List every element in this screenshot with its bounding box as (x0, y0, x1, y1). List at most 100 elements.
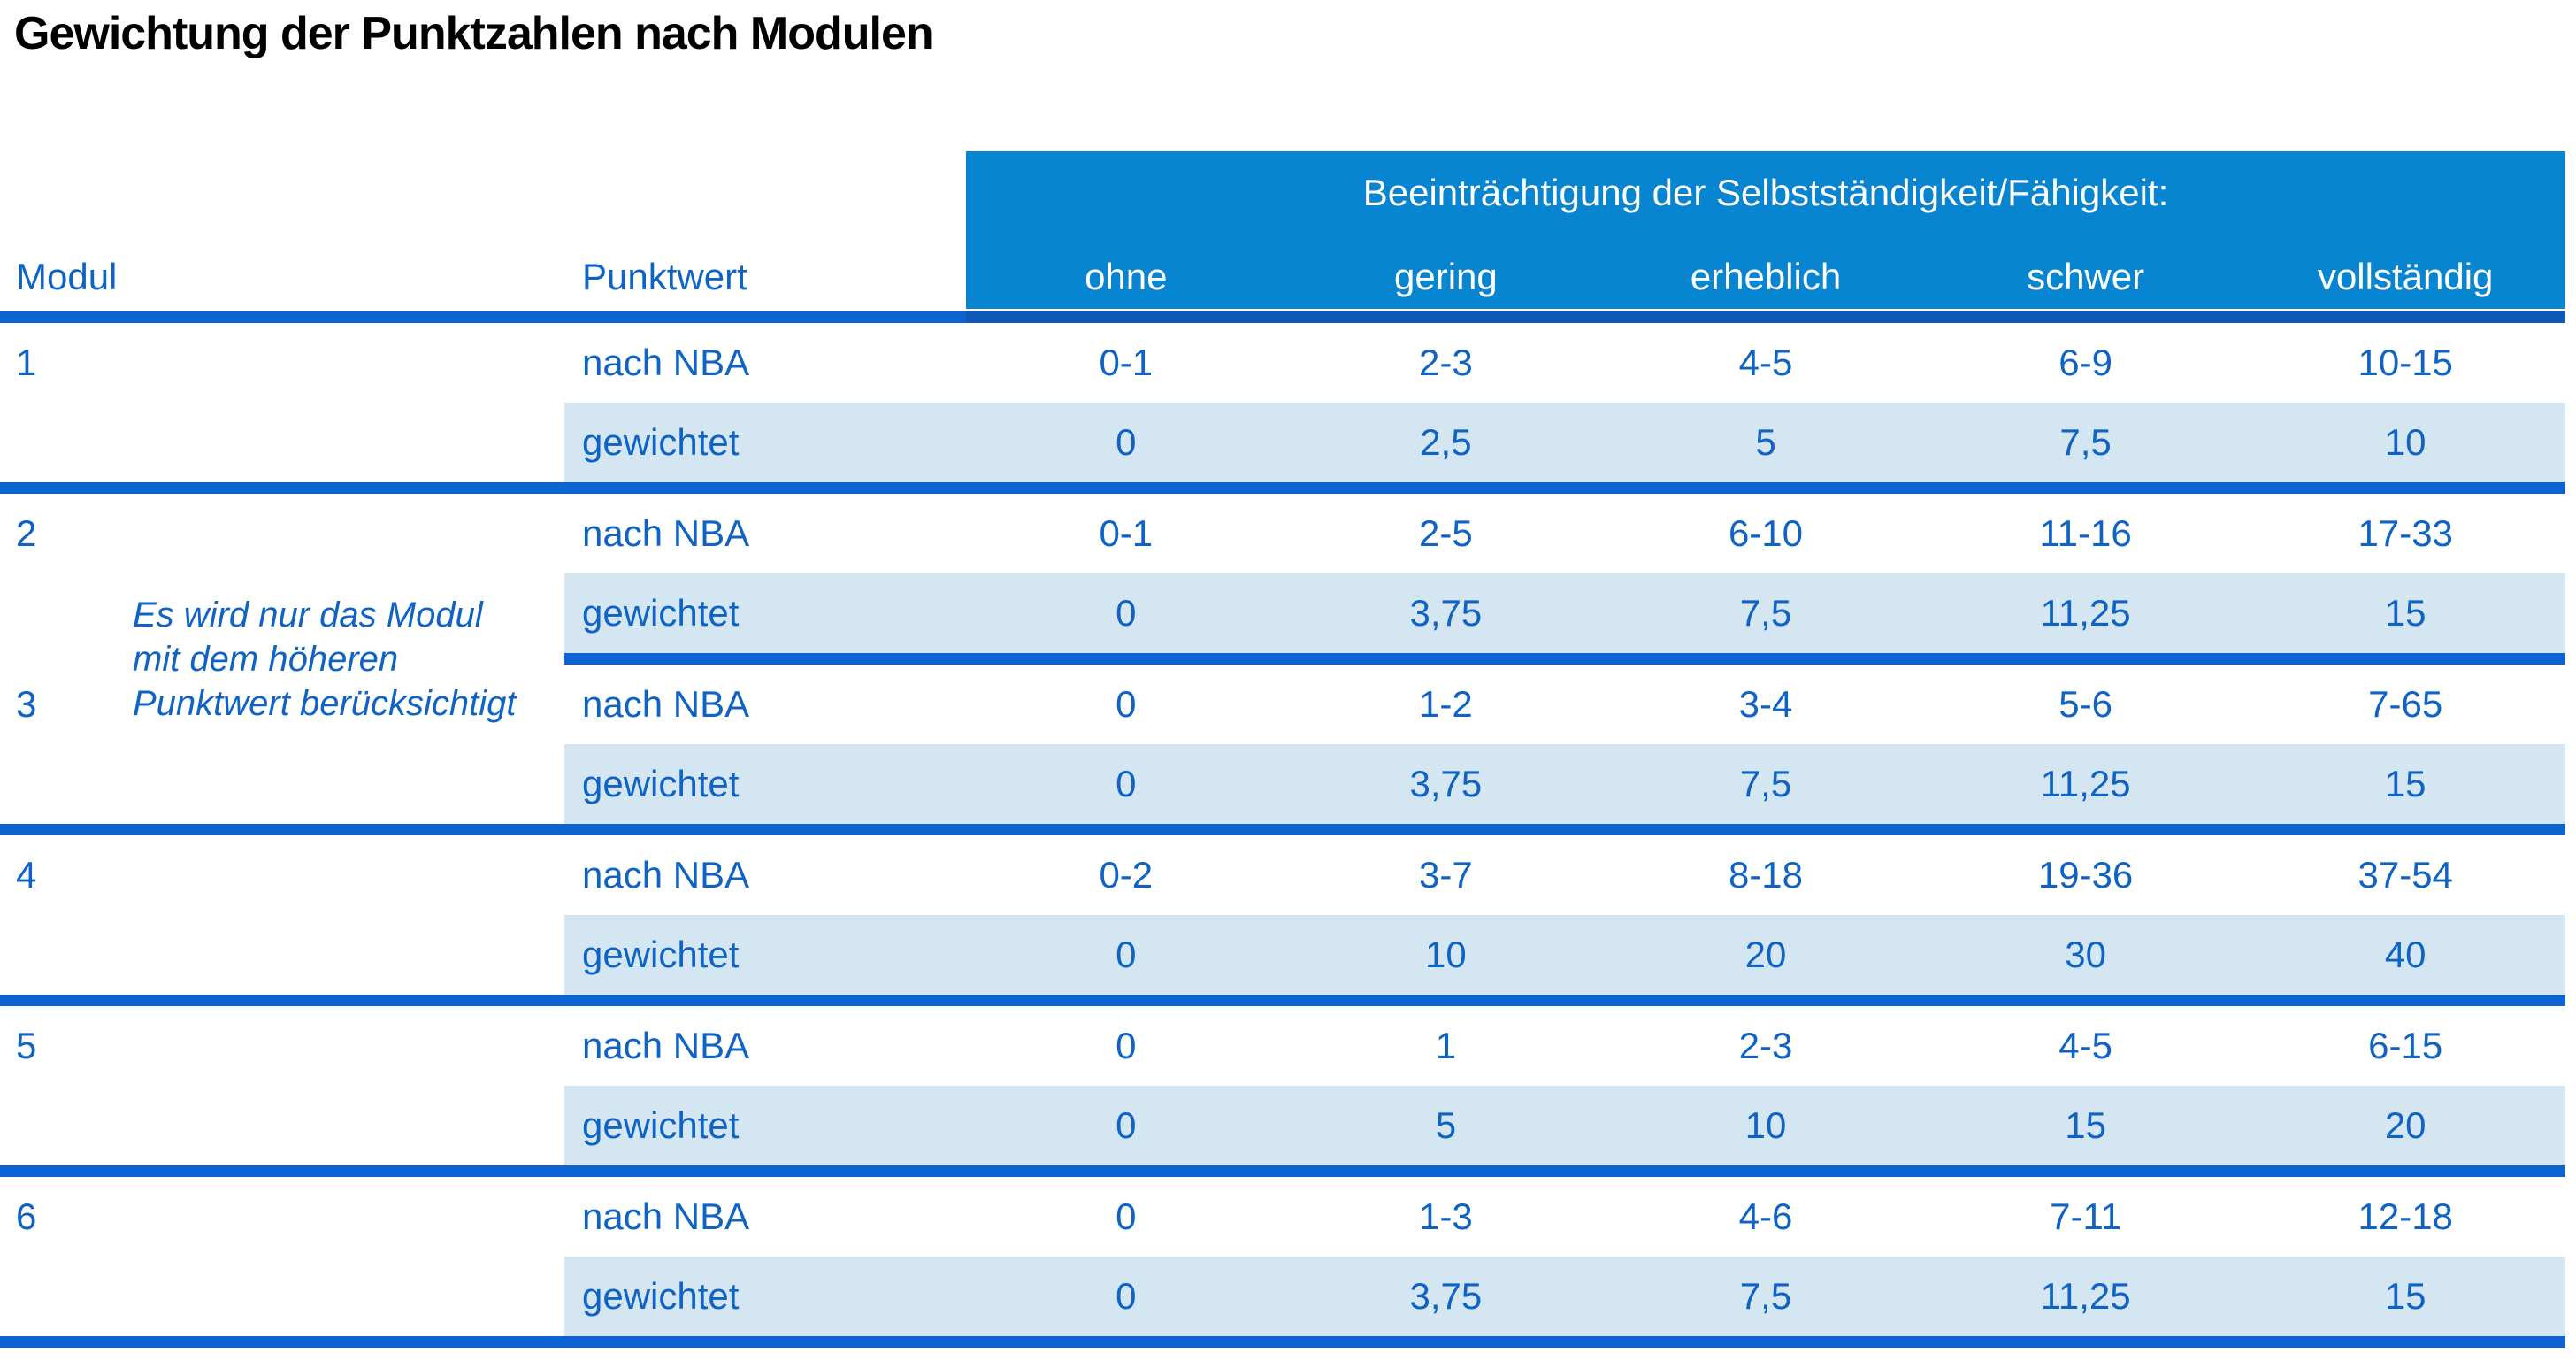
group-divider (0, 482, 2565, 494)
group-divider-partial (0, 653, 2565, 665)
score-cell: 2-3 (1419, 342, 1473, 383)
score-cell: 5 (1435, 1104, 1457, 1146)
row-label-weighted: gewichtet (582, 1275, 740, 1317)
score-cell: 7,5 (1739, 592, 1792, 634)
score-cell: 20 (1744, 934, 1787, 975)
module-number-empty (0, 915, 564, 995)
table-row-weighted: gewichtet 0 3,75 7,5 11,25 15 (0, 1257, 2565, 1336)
score-cell: 5 (1755, 421, 1776, 463)
row-label-weighted: gewichtet (582, 1104, 740, 1146)
module-number: 4 (16, 854, 37, 896)
column-header-vollstaendig: vollständig (2245, 235, 2565, 309)
score-cell: 7-11 (2050, 1196, 2122, 1237)
table-row-nba: 1 nach NBA 0-1 2-3 4-5 6-9 10-15 (0, 323, 2565, 403)
score-cell: 30 (2065, 934, 2106, 975)
weighted-band: gewichtet 0 3,75 7,5 11,25 15 (564, 1257, 2565, 1336)
score-cell: 37-54 (2358, 854, 2453, 896)
module-number: 3 (16, 683, 37, 725)
header-underline-right (966, 309, 2565, 323)
column-header-modul: Modul (0, 235, 564, 309)
score-cell: 3,75 (1409, 763, 1483, 804)
row-label-weighted: gewichtet (582, 421, 740, 463)
score-cell: 0 (1116, 1275, 1137, 1317)
table-row-weighted: gewichtet 0 5 10 15 20 (0, 1086, 2565, 1165)
score-cell: 10 (1744, 1104, 1787, 1146)
score-cell: 0-1 (1099, 342, 1154, 383)
column-header-punktwert: Punktwert (564, 235, 966, 309)
score-cell: 15 (2384, 763, 2426, 804)
score-cell: 2,5 (1420, 421, 1472, 463)
score-cell: 8-18 (1728, 854, 1804, 896)
module-number-empty (0, 1086, 564, 1165)
score-cell: 0 (1116, 683, 1137, 725)
score-cell: 7,5 (1739, 763, 1792, 804)
score-cell: 0 (1116, 1104, 1137, 1146)
module-number: 2 (16, 512, 37, 554)
column-header-ohne: ohne (966, 235, 1286, 309)
group-divider (0, 1165, 2565, 1177)
score-cell: 0 (1116, 1196, 1137, 1237)
score-cell: 11,25 (2040, 592, 2131, 634)
row-label-weighted: gewichtet (582, 763, 740, 804)
score-cell: 0 (1116, 592, 1137, 634)
module-group-2-3: 2 nach NBA 0-1 2-5 6-10 11-16 17-33 gewi… (0, 494, 2565, 835)
score-cell: 12-18 (2358, 1196, 2453, 1237)
score-cell: 6-10 (1728, 512, 1804, 554)
header-spacer (0, 151, 966, 235)
score-cell: 11-16 (2039, 512, 2132, 554)
score-cell: 0-2 (1099, 854, 1154, 896)
score-cell: 0 (1116, 1025, 1137, 1066)
score-cell: 10 (1425, 934, 1467, 975)
score-cell: 0 (1116, 763, 1137, 804)
divider-line (564, 653, 2565, 665)
column-header-schwer: schwer (1925, 235, 2246, 309)
row-label-weighted: gewichtet (582, 934, 740, 975)
header-underline-left (0, 309, 966, 323)
module-group-1: 1 nach NBA 0-1 2-3 4-5 6-9 10-15 gewicht… (0, 323, 2565, 494)
table-row-nba: 2 nach NBA 0-1 2-5 6-10 11-16 17-33 (0, 494, 2565, 573)
module-group-6: 6 nach NBA 0 1-3 4-6 7-11 12-18 gewichte… (0, 1177, 2565, 1348)
score-cell: 4-6 (1738, 1196, 1793, 1237)
score-cell: 40 (2384, 934, 2426, 975)
table-row-weighted: gewichtet 0 3,75 7,5 11,25 15 (0, 744, 2565, 824)
score-cell: 4-5 (1738, 342, 1793, 383)
score-cell: 20 (2384, 1104, 2426, 1146)
score-cell: 5-6 (2058, 683, 2112, 725)
module-number: 1 (16, 342, 37, 383)
score-cell: 0-1 (1099, 512, 1154, 554)
module-number-empty (0, 744, 564, 824)
score-cell: 19-36 (2037, 854, 2134, 896)
column-header-gering: gering (1285, 235, 1606, 309)
module-number-empty (0, 403, 564, 482)
score-cell: 11,25 (2040, 1275, 2131, 1317)
score-cell: 15 (2384, 592, 2426, 634)
score-cell: 1-3 (1419, 1196, 1473, 1237)
score-cell: 7,5 (2059, 421, 2112, 463)
weighting-table: Beeinträchtigung der Selbstständigkeit/F… (0, 151, 2565, 1348)
table-row-nba: 4 nach NBA 0-2 3-7 8-18 19-36 37-54 (0, 835, 2565, 915)
note-line: Es wird nur das Modul (133, 596, 483, 634)
score-cell: 1-2 (1419, 683, 1473, 725)
weighted-band: gewichtet 0 2,5 5 7,5 10 (564, 403, 2565, 482)
table-header-row-columns: Modul Punktwert ohne gering erheblich sc… (0, 235, 2565, 309)
table-row-weighted: gewichtet 0 3,75 7,5 11,25 15 (0, 573, 2565, 653)
weighted-band: gewichtet 0 3,75 7,5 11,25 15 (564, 573, 2565, 653)
module-note: Es wird nur das Modul mit dem höheren Pu… (133, 593, 517, 726)
table-row-weighted: gewichtet 0 10 20 30 40 (0, 915, 2565, 995)
group-divider (0, 824, 2565, 835)
score-cell: 6-9 (2058, 342, 2112, 383)
row-label-nba: nach NBA (582, 854, 750, 896)
score-cell: 3-7 (1419, 854, 1473, 896)
score-cell: 7-65 (2368, 683, 2443, 725)
row-label-nba: nach NBA (582, 512, 750, 554)
row-label-nba: nach NBA (582, 342, 750, 383)
header-underline (0, 309, 2565, 323)
score-cell: 6-15 (2368, 1025, 2443, 1066)
score-cell: 15 (2065, 1104, 2106, 1146)
module-number: 6 (16, 1196, 37, 1237)
score-cell: 1 (1435, 1025, 1457, 1066)
module-group-4: 4 nach NBA 0-2 3-7 8-18 19-36 37-54 gewi… (0, 835, 2565, 1006)
group-divider (0, 1336, 2565, 1348)
module-group-5: 5 nach NBA 0 1 2-3 4-5 6-15 gewichtet 0 … (0, 1006, 2565, 1177)
page-title: Gewichtung der Punktzahlen nach Modulen (14, 8, 934, 59)
